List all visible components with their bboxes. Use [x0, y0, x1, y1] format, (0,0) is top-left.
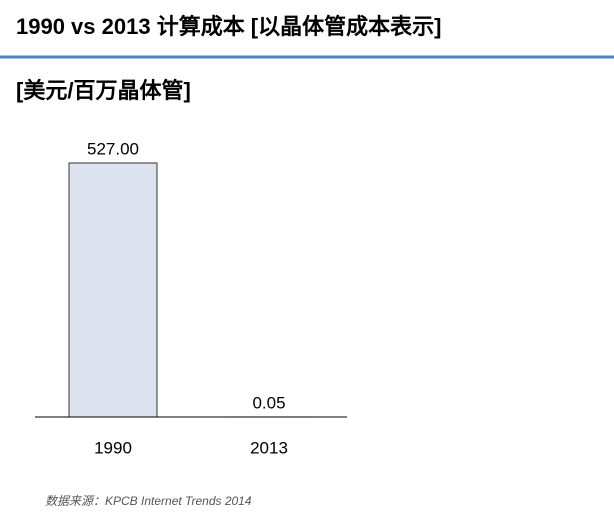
bar — [69, 163, 157, 417]
x-tick-label: 1990 — [94, 438, 132, 457]
source-note: 数据来源：KPCB Internet Trends 2014 — [45, 494, 252, 508]
x-tick-label: 2013 — [250, 438, 288, 457]
chart-subtitle: [美元/百万晶体管] — [16, 78, 191, 103]
value-label: 0.05 — [252, 393, 285, 412]
value-label: 527.00 — [87, 139, 139, 158]
chart-title: 1990 vs 2013 计算成本 [以晶体管成本表示] — [16, 14, 441, 39]
